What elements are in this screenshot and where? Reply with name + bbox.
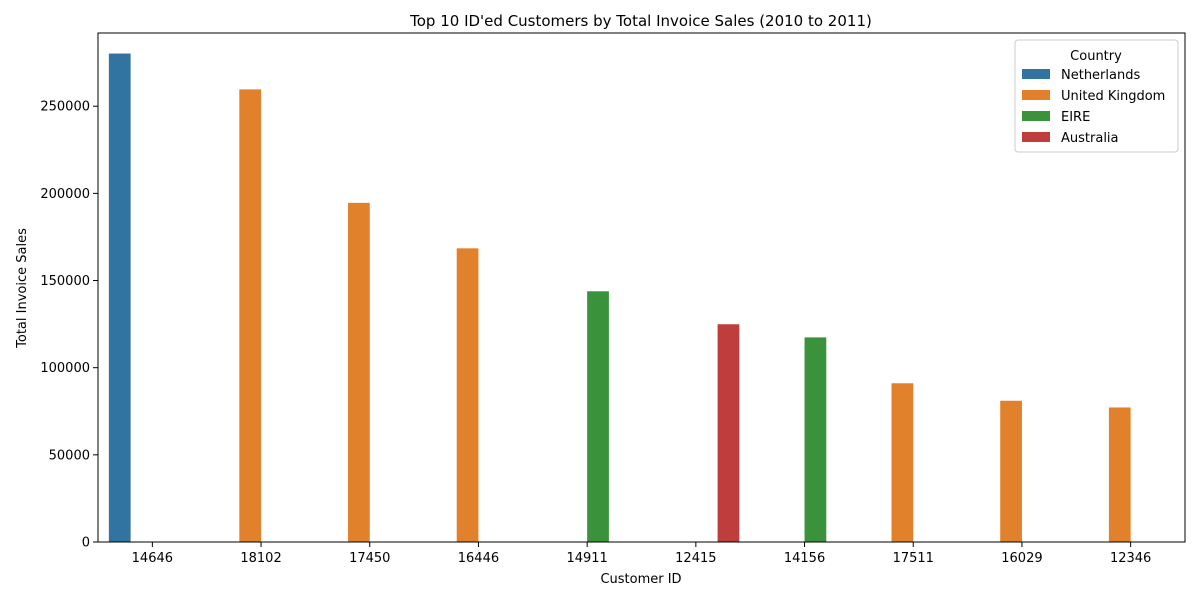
y-tick-label: 200000 [40, 187, 90, 202]
bar-14156 [804, 337, 827, 542]
legend-swatch [1022, 132, 1050, 142]
bar-14911 [587, 291, 609, 542]
x-tick-label: 16446 [458, 551, 499, 566]
bar-16029 [1000, 400, 1022, 542]
x-axis-label: Customer ID [600, 572, 681, 587]
y-axis: 0 50000 100000 150000 200000 250000 [40, 100, 98, 551]
bars-group [108, 53, 1131, 543]
y-tick-label: 100000 [40, 361, 90, 376]
legend-label: Australia [1061, 131, 1119, 146]
legend-label: EIRE [1061, 110, 1090, 125]
y-axis-label: Total Invoice Sales [15, 228, 30, 349]
chart-title: Top 10 ID'ed Customers by Total Invoice … [409, 12, 872, 30]
legend-label: Netherlands [1061, 68, 1140, 83]
bar-14646 [108, 53, 131, 543]
plot-frame [97, 32, 1186, 543]
y-tick-label: 250000 [40, 100, 90, 115]
y-tick-label: 0 [82, 536, 90, 551]
x-tick-label: 16029 [1001, 551, 1042, 566]
legend: Country Netherlands United Kingdom EIRE Aus… [1014, 39, 1179, 153]
x-tick-label: 14156 [784, 551, 825, 566]
x-tick-label: 14911 [566, 551, 607, 566]
x-axis: 14646 18102 17450 16446 14911 12415 14156 17511… [132, 542, 1151, 566]
x-tick-label: 12346 [1110, 551, 1151, 566]
y-tick-label: 50000 [49, 448, 90, 463]
x-tick-label: 17511 [893, 551, 934, 566]
legend-swatch [1022, 90, 1050, 100]
y-tick-label: 150000 [40, 274, 90, 289]
legend-swatch [1022, 69, 1050, 79]
legend-title: Country [1070, 49, 1122, 64]
bar-16446 [456, 248, 479, 542]
x-tick-label: 18102 [240, 551, 281, 566]
x-tick-label: 12415 [675, 551, 716, 566]
legend-label: United Kingdom [1061, 89, 1165, 104]
bar-12415 [717, 324, 740, 542]
legend-swatch [1022, 111, 1050, 121]
bar-17450 [348, 202, 370, 542]
bar-18102 [239, 89, 262, 542]
x-tick-label: 14646 [132, 551, 173, 566]
legend-frame [1014, 39, 1179, 153]
bar-12346 [1108, 407, 1131, 542]
x-tick-label: 17450 [349, 551, 390, 566]
bar-17511 [891, 383, 914, 542]
